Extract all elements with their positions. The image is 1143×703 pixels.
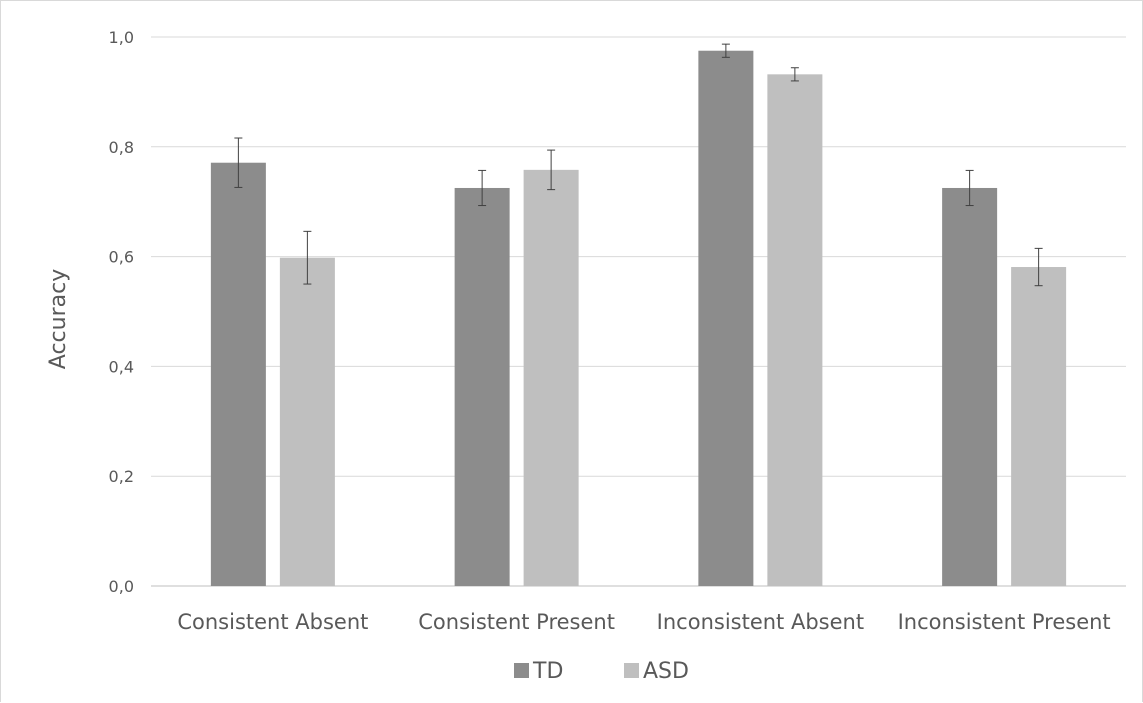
bar-td-inconsistent-present [942,187,998,586]
bars [210,50,1067,587]
y-tick-label: 0,6 [109,248,134,267]
x-category-label: Inconsistent Present [898,610,1111,634]
y-axis-title: Accuracy [46,269,71,369]
y-tick-label: 0,2 [109,467,134,486]
legend: TD ASD [514,659,689,684]
bar-asd-inconsistent-present [1011,267,1067,586]
x-category-label: Inconsistent Absent [657,610,864,634]
legend-label-asd: ASD [643,659,689,684]
error-bars [234,43,1043,287]
bar-asd-consistent-absent [279,257,335,586]
y-tick-label: 0,0 [109,577,134,596]
y-tick-label: 0,8 [109,138,134,157]
bar-td-consistent-present [454,187,510,586]
bar-asd-inconsistent-absent [767,74,823,586]
y-tick-label: 0,4 [109,357,134,376]
legend-label-td: TD [532,659,563,684]
legend-swatch-td [514,663,529,678]
x-category-label: Consistent Present [418,610,615,634]
x-axis-categories: Consistent Absent Consistent Present Incon… [177,610,1110,634]
x-category-label: Consistent Absent [177,610,368,634]
y-tick-label: 1,0 [109,28,134,47]
bar-asd-consistent-present [523,169,579,586]
y-axis-ticks: 0,0 0,2 0,4 0,6 0,8 1,0 [109,28,134,596]
legend-swatch-asd [624,663,639,678]
bar-td-inconsistent-absent [698,50,754,587]
bar-td-consistent-absent [210,162,266,586]
